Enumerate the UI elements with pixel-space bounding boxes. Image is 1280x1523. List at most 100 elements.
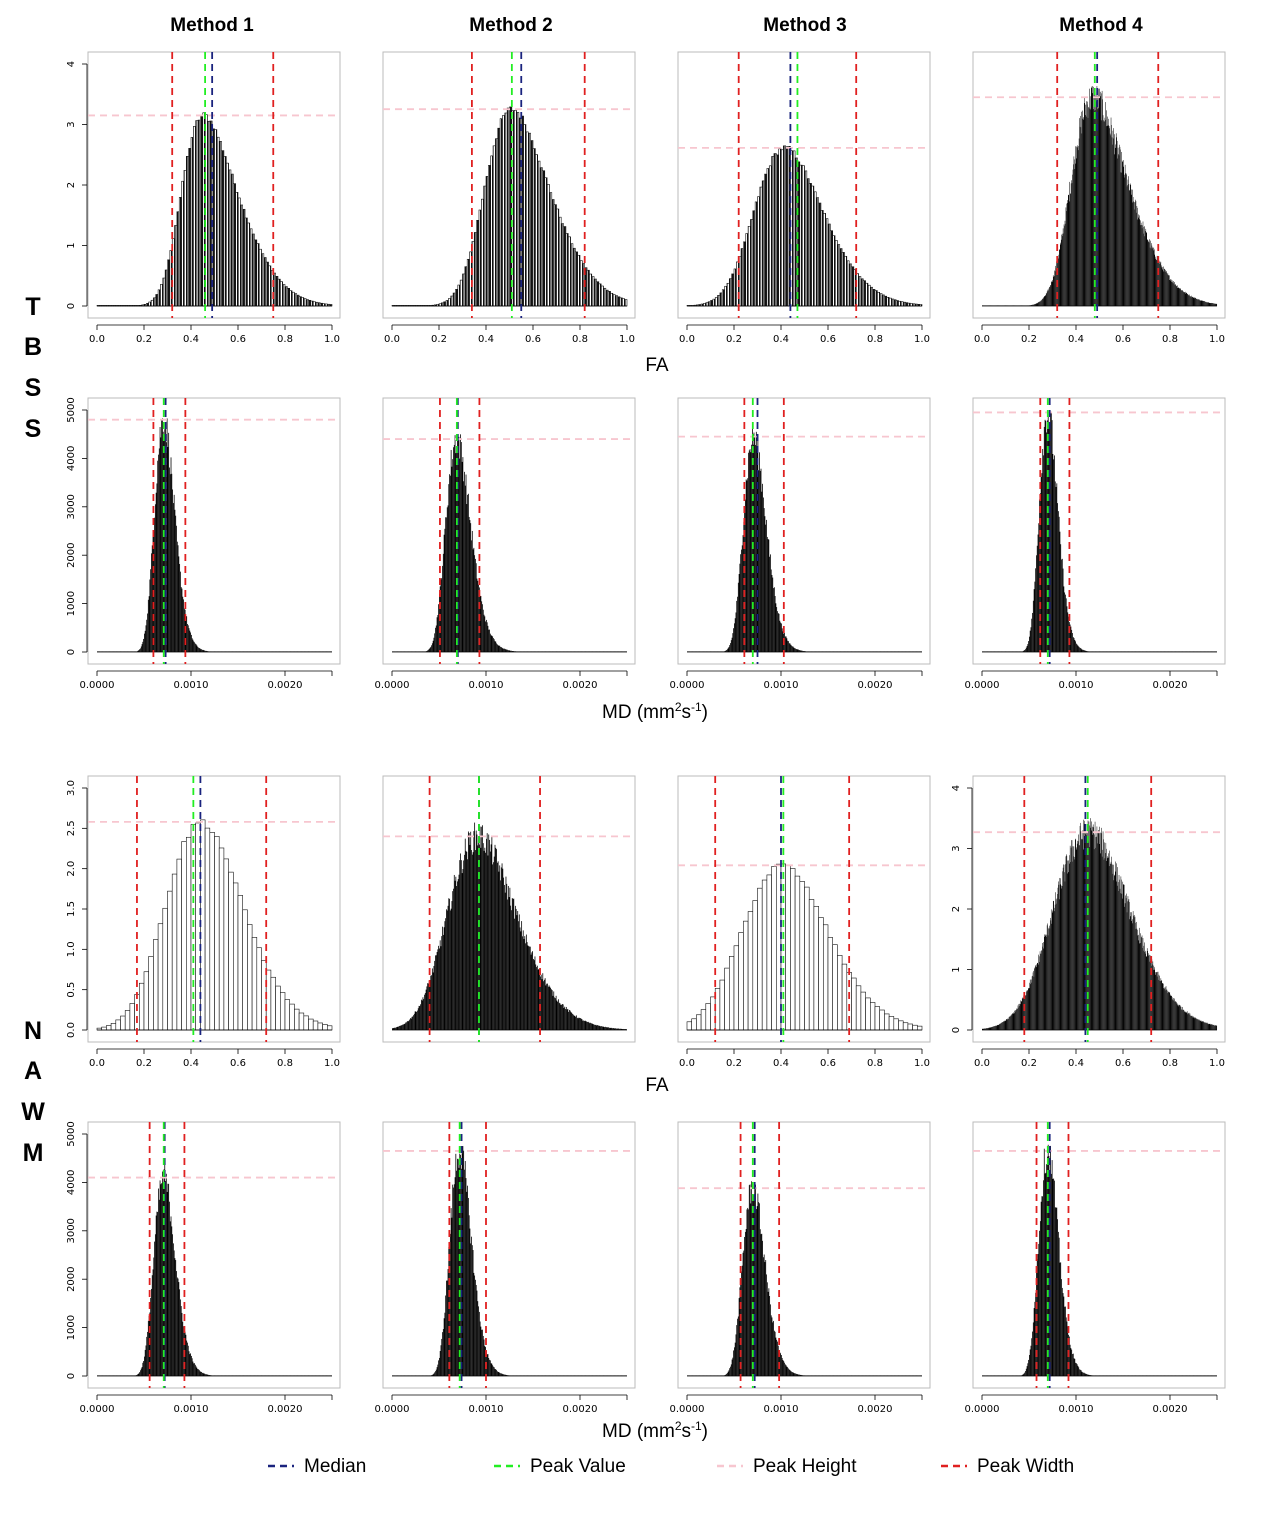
- histogram-bar: [477, 845, 479, 1030]
- histogram-bar: [1130, 185, 1132, 306]
- histogram-bar: [619, 1028, 620, 1030]
- histogram-bar: [1068, 195, 1069, 306]
- histogram-bar: [1051, 909, 1053, 1030]
- histogram-bar: [1028, 987, 1030, 1030]
- histogram-bar: [994, 1026, 995, 1030]
- histogram-bar: [799, 881, 805, 1031]
- histogram-bar: [765, 524, 767, 652]
- histogram-bar: [464, 485, 466, 652]
- histogram-bar: [524, 936, 526, 1030]
- histogram-bar: [1176, 1003, 1178, 1030]
- histogram-bar: [161, 419, 163, 652]
- histogram-bar: [811, 185, 815, 307]
- histogram-bar: [1104, 121, 1105, 307]
- histogram-bar: [569, 1009, 570, 1030]
- x-tick-label: 0.0000: [80, 1404, 115, 1415]
- histogram-bar: [1154, 969, 1155, 1030]
- histogram-bar: [1029, 1354, 1030, 1376]
- histogram-bar: [154, 1234, 156, 1376]
- histogram-bar: [1073, 1358, 1075, 1376]
- histogram-bar: [1181, 1009, 1182, 1030]
- histogram-bar: [601, 1026, 602, 1030]
- histogram-bar: [475, 563, 477, 652]
- histogram-bar: [441, 578, 443, 652]
- histogram-bar: [1208, 1024, 1210, 1030]
- histogram-bar: [1091, 88, 1092, 307]
- histogram-bar: [1149, 239, 1150, 306]
- histogram-bar: [1007, 1018, 1008, 1030]
- histogram-bar: [1206, 1023, 1207, 1030]
- histogram-bar: [748, 452, 749, 652]
- histogram-bar: [1060, 239, 1062, 306]
- plot-frame: [972, 397, 1226, 665]
- histogram-bar: [990, 1027, 992, 1030]
- histogram-bar: [436, 952, 438, 1030]
- histogram-bar: [1149, 961, 1150, 1030]
- histogram-bar: [738, 932, 744, 1031]
- histogram-bar: [417, 1008, 419, 1030]
- histogram-bar: [530, 140, 534, 307]
- histogram-bar: [1084, 828, 1086, 1030]
- histogram-bar: [494, 844, 496, 1030]
- y-tick-label: 3000: [66, 494, 77, 519]
- histogram-bar: [987, 1028, 989, 1030]
- histogram-bar: [1130, 183, 1131, 306]
- histogram-bar: [200, 115, 204, 307]
- histogram-bar: [1096, 836, 1097, 1030]
- histogram-bar: [202, 649, 204, 652]
- histogram-bar: [507, 649, 508, 652]
- histogram-bar: [203, 650, 205, 652]
- column-title-method-1: Method 1: [170, 15, 254, 36]
- x-tick-label: 0.2: [136, 1058, 152, 1069]
- histogram-bar: [893, 299, 897, 307]
- histogram-bar: [1194, 1017, 1195, 1030]
- histogram-bar: [1050, 917, 1051, 1030]
- histogram-bar: [452, 459, 454, 652]
- histogram-bar: [453, 447, 454, 652]
- histogram-bar: [1063, 1296, 1065, 1376]
- histogram-bar: [483, 185, 487, 307]
- histogram-bar: [173, 494, 175, 652]
- histogram-bar: [147, 613, 148, 652]
- histogram-bar: [452, 891, 454, 1030]
- histogram-bar: [1186, 1012, 1187, 1030]
- histogram-bar: [1134, 202, 1136, 306]
- histogram-bar: [169, 1221, 171, 1376]
- histogram-bar: [1155, 259, 1157, 306]
- histogram-bar: [1111, 856, 1112, 1030]
- histogram-bar: [440, 1345, 442, 1376]
- histogram-bar: [767, 1291, 769, 1376]
- histogram-bar: [1134, 915, 1135, 1030]
- histogram-bar: [462, 869, 464, 1030]
- histogram-bar: [1007, 1018, 1009, 1030]
- histogram-bar: [1031, 1338, 1033, 1376]
- histogram-bar: [1081, 839, 1082, 1030]
- histogram-bar: [1136, 206, 1138, 306]
- histogram-bar: [1053, 1178, 1055, 1376]
- histogram-bar: [834, 240, 838, 307]
- histogram-bar: [545, 985, 547, 1030]
- histogram-bar: [455, 289, 459, 307]
- histogram-bar: [1115, 881, 1117, 1030]
- histogram-bar: [1163, 266, 1164, 306]
- x-axis: 0.0000 0.0010 0.0020: [670, 670, 923, 691]
- histogram-bar: [1101, 90, 1103, 306]
- histogram-bar: [502, 648, 504, 652]
- histogram-bar: [153, 1257, 155, 1376]
- histogram-bar: [1030, 979, 1032, 1030]
- histogram-bar: [452, 1184, 454, 1376]
- x-tick-label: 1.0: [324, 334, 340, 345]
- histogram-bar: [858, 276, 862, 307]
- x-tick-label: 0.2: [726, 334, 742, 345]
- x-tick-label: 0.0: [89, 334, 105, 345]
- histogram-bar: [589, 1023, 591, 1030]
- histogram-bar: [533, 958, 534, 1030]
- histogram-bar: [406, 1022, 407, 1030]
- histogram-bar: [1021, 998, 1023, 1030]
- histogram-bar: [1135, 922, 1136, 1030]
- histogram-bar: [242, 909, 248, 1031]
- histogram-bar: [289, 290, 293, 307]
- histogram-bar: [1083, 117, 1084, 307]
- histogram-bar: [450, 908, 452, 1030]
